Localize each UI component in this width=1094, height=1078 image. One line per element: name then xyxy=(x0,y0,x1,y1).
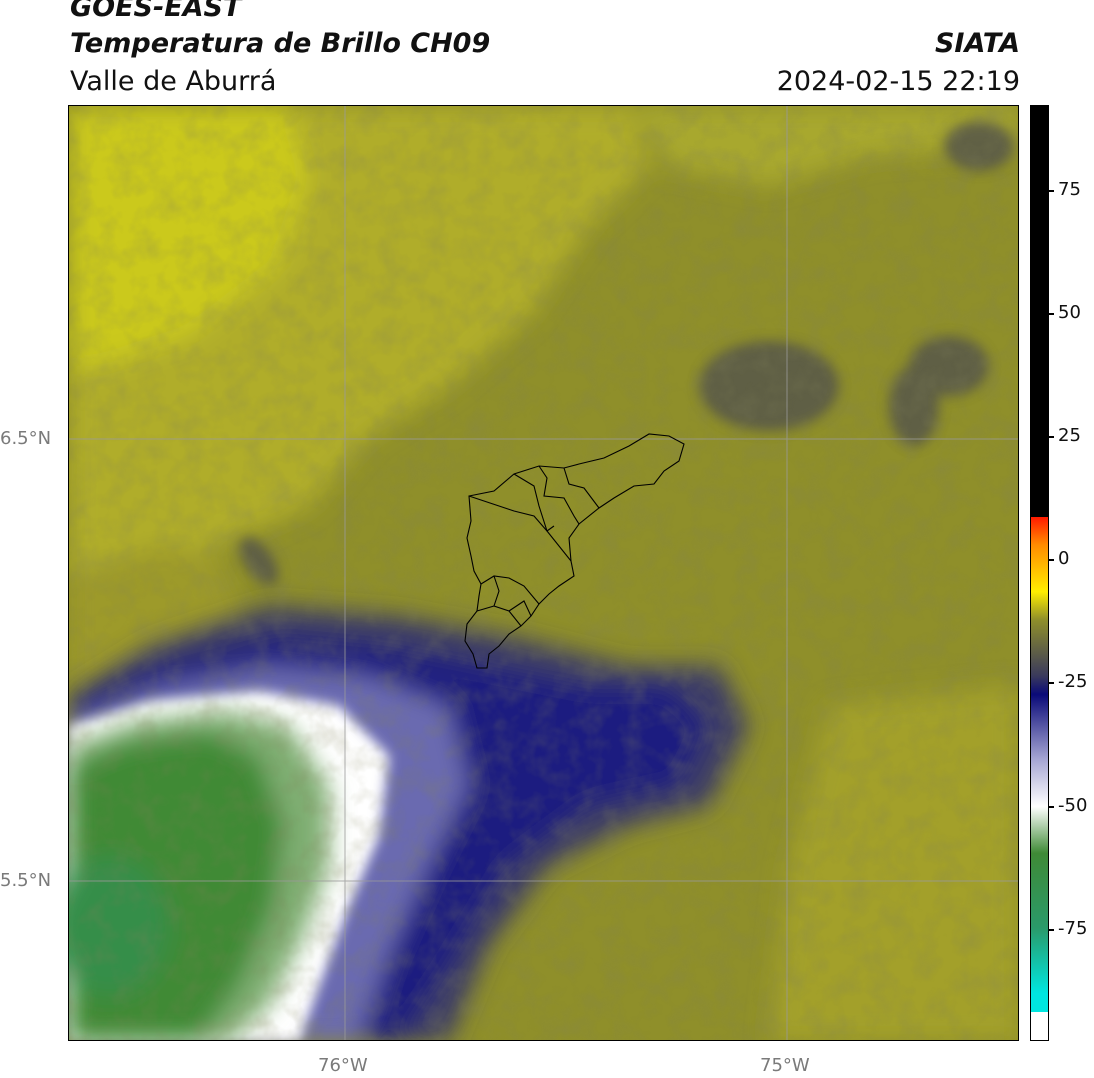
timestamp-label: 2024-02-15 22:19 xyxy=(776,66,1020,97)
colorbar-tick xyxy=(1049,190,1054,192)
colorbar-tick xyxy=(1049,806,1054,808)
colorbar-label: 25 xyxy=(1058,425,1081,446)
colorbar-tick xyxy=(1049,313,1054,315)
colorbar-label: 75 xyxy=(1058,179,1081,200)
colorbar-label: -75 xyxy=(1058,918,1088,939)
colorbar-tick xyxy=(1049,682,1054,684)
valle-de-aburra-outline xyxy=(464,433,685,669)
colorbar-label: -50 xyxy=(1058,795,1088,816)
colorbar-label: 0 xyxy=(1058,548,1070,569)
colorbar-tick xyxy=(1049,929,1054,931)
map-panel[interactable] xyxy=(68,105,1019,1041)
map-gridlines xyxy=(69,106,1018,1040)
colorbar xyxy=(1030,105,1049,1041)
organization-label: SIATA xyxy=(934,28,1020,59)
satellite-title: GOES-EAST xyxy=(70,0,242,23)
product-title: Temperatura de Brillo CH09 xyxy=(70,28,491,59)
latitude-label-5.5: 5.5°N xyxy=(0,870,52,891)
colorbar-tick xyxy=(1049,559,1054,561)
region-subtitle: Valle de Aburrá xyxy=(70,66,277,97)
colorbar-tick xyxy=(1049,436,1054,438)
texture-overlay xyxy=(69,106,1018,1040)
brightness-temperature-map xyxy=(69,106,1018,1040)
longitude-label-75w: 75°W xyxy=(760,1055,810,1076)
colorbar-label: -25 xyxy=(1058,671,1088,692)
latitude-label-6.5: 6.5°N xyxy=(0,428,52,449)
longitude-label-76w: 76°W xyxy=(318,1055,368,1076)
colorbar-label: 50 xyxy=(1058,302,1081,323)
